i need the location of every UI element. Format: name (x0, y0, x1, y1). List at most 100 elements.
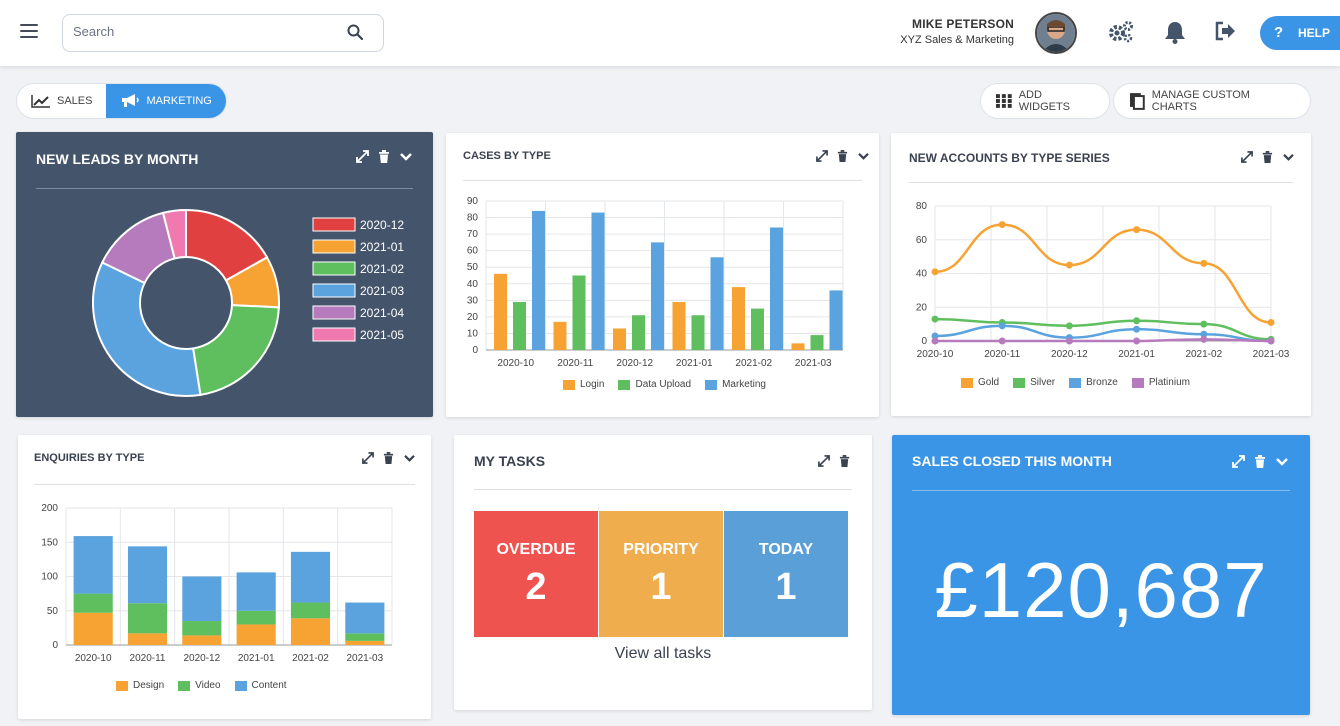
chevron-down-icon[interactable] (1282, 153, 1295, 162)
legend-item[interactable]: Platinium (1131, 377, 1190, 388)
legend-item[interactable]: Design (116, 680, 164, 691)
avatar[interactable] (1035, 12, 1077, 54)
trash-icon[interactable] (378, 150, 390, 163)
search-input[interactable] (73, 24, 343, 39)
legend-label: Platinium (1148, 377, 1190, 388)
y-tick-label: 70 (467, 229, 479, 240)
bar (751, 308, 764, 350)
tab-sales-label: SALES (57, 95, 93, 107)
x-tick-label: 2021-01 (1118, 349, 1155, 360)
legend-label: Gold (978, 377, 1000, 388)
legend-label: Silver (1030, 377, 1056, 388)
expand-icon[interactable] (818, 455, 830, 467)
bar-segment (182, 621, 222, 636)
trash-icon[interactable] (383, 452, 394, 464)
bar (829, 290, 843, 350)
tab-sales[interactable]: SALES (17, 84, 106, 118)
task-count: 2 (525, 566, 547, 608)
legend-label: 2020-12 (360, 218, 404, 232)
widget-title: NEW ACCOUNTS BY TYPE SERIES (909, 151, 1110, 165)
legend-label: 2021-02 (360, 262, 404, 276)
leads-donut-chart: 2020-12 2021-01 2021-02 2021-03 2021-04 2021-… (92, 208, 404, 397)
widget-cases-by-type: CASES BY TYPE 0 10 20 30 40 50 60 70 80 90 2020-10… (446, 133, 879, 417)
task-tile-today[interactable]: TODAY 1 (724, 511, 848, 637)
settings-icon[interactable] (1108, 20, 1134, 49)
y-tick-label: 30 (467, 295, 479, 306)
y-tick-label: 50 (47, 606, 59, 617)
legend-swatch (312, 261, 356, 276)
bar (810, 335, 824, 350)
data-point (931, 337, 939, 345)
add-widgets-button[interactable]: ADD WIDGETS (980, 83, 1110, 119)
data-point (998, 322, 1006, 330)
bar-segment (290, 602, 331, 619)
data-point (1133, 325, 1141, 333)
expand-icon[interactable] (816, 150, 828, 162)
bar-segment (345, 633, 385, 641)
bar (651, 242, 664, 350)
chart-legend: Login Data Upload Marketing (563, 379, 766, 390)
task-tile-overdue[interactable]: OVERDUE 2 (474, 511, 598, 637)
expand-icon[interactable] (362, 452, 374, 464)
company-name: XYZ Sales & Marketing (900, 34, 1014, 46)
data-point (1200, 335, 1208, 343)
x-tick-label: 2021-03 (795, 358, 832, 369)
x-tick-label: 2020-11 (984, 349, 1020, 360)
series-line (934, 317, 1272, 341)
bar (494, 273, 507, 350)
legend-swatch (116, 680, 128, 691)
tab-marketing[interactable]: MARKETING (106, 84, 226, 118)
expand-icon[interactable] (1232, 455, 1245, 468)
manage-charts-label: MANAGE CUSTOM CHARTS (1151, 89, 1250, 113)
trash-icon[interactable] (839, 455, 850, 467)
trash-icon[interactable] (837, 150, 848, 162)
tab-marketing-label: MARKETING (146, 95, 212, 107)
legend-item[interactable]: Bronze (1069, 377, 1118, 388)
y-tick-label: 80 (916, 201, 928, 212)
help-button[interactable]: ? HELP (1260, 16, 1340, 50)
widget-title: NEW LEADS BY MONTH (36, 151, 199, 167)
legend-label: Bronze (1086, 377, 1118, 388)
legend-item[interactable]: Video (178, 680, 221, 691)
legend-item[interactable]: Silver (1013, 377, 1055, 388)
y-tick-label: 60 (916, 235, 928, 246)
legend-item[interactable]: Marketing (705, 379, 766, 390)
bar (672, 301, 686, 350)
legend-swatch (705, 379, 718, 390)
legend-label: Content (251, 680, 287, 691)
legend-swatch (312, 283, 356, 298)
x-tick-label: 2021-02 (735, 358, 772, 369)
chevron-down-icon[interactable] (1275, 457, 1289, 467)
legend-item[interactable]: Data Upload (618, 379, 691, 390)
task-tile-priority[interactable]: PRIORITY 1 (599, 511, 723, 637)
data-point (931, 268, 939, 276)
expand-icon[interactable] (1241, 151, 1253, 163)
expand-icon[interactable] (356, 150, 369, 163)
bar-segment (345, 602, 385, 634)
menu-icon[interactable] (20, 24, 38, 40)
megaphone-icon (122, 94, 140, 107)
chevron-down-icon[interactable] (403, 454, 416, 463)
widget-new-accounts: NEW ACCOUNTS BY TYPE SERIES 0 20 40 60 80 202… (891, 133, 1311, 416)
trash-icon[interactable] (1262, 151, 1273, 163)
legend-label: Data Upload (635, 379, 692, 390)
view-all-tasks-link[interactable]: View all tasks (614, 645, 712, 662)
x-tick-label: 2020-10 (497, 358, 534, 369)
widget-sales-closed: SALES CLOSED THIS MONTH £120,687 (892, 435, 1310, 715)
logout-icon[interactable] (1214, 20, 1236, 47)
manage-custom-charts-button[interactable]: MANAGE CUSTOM CHARTS (1113, 83, 1311, 119)
legend-swatch (312, 239, 356, 254)
widget-tools (816, 150, 870, 162)
bar-segment (182, 635, 222, 645)
search-icon[interactable] (347, 24, 364, 45)
legend-item[interactable]: Gold (961, 377, 999, 388)
legend-item[interactable]: Content (234, 680, 287, 691)
bar (770, 227, 783, 350)
legend-item[interactable]: Login (563, 379, 604, 390)
trash-icon[interactable] (1254, 455, 1266, 468)
legend-swatch (178, 680, 191, 691)
bell-icon[interactable] (1164, 20, 1186, 49)
bar-segment (127, 603, 168, 634)
chevron-down-icon[interactable] (857, 152, 870, 161)
chevron-down-icon[interactable] (399, 152, 413, 162)
